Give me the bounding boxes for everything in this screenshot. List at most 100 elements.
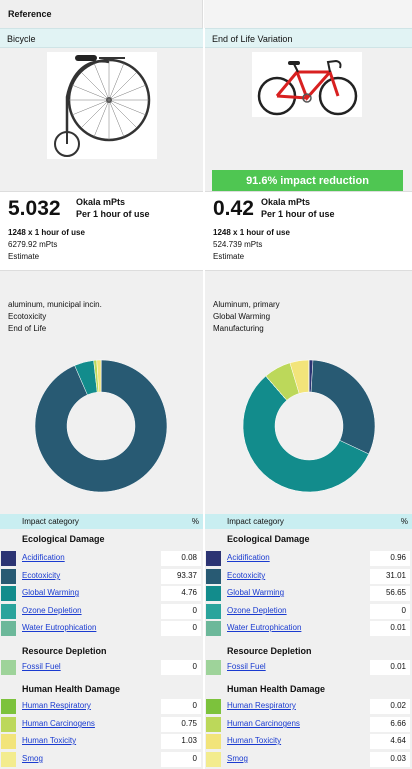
impact-percent: 0.03 xyxy=(390,754,406,763)
impact-category-link[interactable]: Human Toxicity xyxy=(22,736,77,745)
impact-percent: 0 xyxy=(192,606,197,615)
legend-swatch xyxy=(1,717,16,732)
impact-category-link[interactable]: Ozone Depletion xyxy=(22,606,82,615)
quantity-text: 1248 x 1 hour of use xyxy=(8,228,85,237)
value-cell xyxy=(161,734,201,749)
value-cell xyxy=(370,551,410,566)
impact-category-link[interactable]: Global Warming xyxy=(227,588,285,597)
impact-category-link[interactable]: Water Eutrophication xyxy=(22,623,97,632)
variation-image-area: 91.6% impact reduction xyxy=(205,48,412,193)
method-text: Estimate xyxy=(213,252,245,261)
hotspot-phase: Manufacturing xyxy=(213,324,264,333)
impact-percent: 31.01 xyxy=(385,571,406,580)
impact-percent: 56.65 xyxy=(385,588,406,597)
impact-category-link[interactable]: Fossil Fuel xyxy=(227,662,266,671)
reference-bar: Reference xyxy=(0,0,203,28)
impact-category-link[interactable]: Human Respiratory xyxy=(22,701,91,710)
impact-percent: 0 xyxy=(401,606,406,615)
impact-category-link[interactable]: Acidification xyxy=(22,553,65,562)
legend-swatch xyxy=(206,569,221,584)
impact-category-link[interactable]: Water Eutrophication xyxy=(227,623,302,632)
hotspot-material: aluminum, municipal incin. xyxy=(8,300,102,309)
product-image-area xyxy=(0,48,203,191)
table-row: Acidification 0.96 xyxy=(205,550,412,567)
total-text: 524.739 mPts xyxy=(213,240,263,249)
impact-category-link[interactable]: Fossil Fuel xyxy=(22,662,61,671)
value-cell xyxy=(370,660,410,675)
hotspot-material: Aluminum, primary xyxy=(213,300,280,309)
legend-swatch xyxy=(1,586,16,601)
legend-swatch xyxy=(206,604,221,619)
group-heading-human: Human Health Damage xyxy=(227,684,326,694)
legend-swatch xyxy=(1,752,16,767)
variation-hotspot-panel: Aluminum, primary Global Warming Manufac… xyxy=(205,270,412,346)
method-text: Estimate xyxy=(8,252,40,261)
table-row: Acidification 0.08 xyxy=(0,550,203,567)
impact-category-link[interactable]: Acidification xyxy=(227,553,270,562)
table-row: Ecotoxicity 93.37 xyxy=(0,568,203,585)
variation-column: End of Life Variation 91.6% impact reduc… xyxy=(205,0,412,769)
table-header: Impact category % xyxy=(205,514,412,529)
value-cell xyxy=(370,734,410,749)
donut-chart-area xyxy=(0,346,203,514)
table-row: Human Respiratory 0 xyxy=(0,698,203,715)
impact-category-link[interactable]: Global Warming xyxy=(22,588,80,597)
variation-header: End of Life Variation xyxy=(205,28,412,48)
value-cell xyxy=(161,752,201,767)
impact-category-link[interactable]: Human Carcinogens xyxy=(227,719,300,728)
score-basis: Per 1 hour of use xyxy=(76,209,150,219)
impact-category-link[interactable]: Ecotoxicity xyxy=(227,571,266,580)
legend-swatch xyxy=(206,660,221,675)
group-heading-ecological: Ecological Damage xyxy=(22,534,105,544)
table-row: Human Carcinogens 0.75 xyxy=(0,716,203,733)
legend-swatch xyxy=(1,569,16,584)
table-row: Fossil Fuel 0 xyxy=(0,659,203,676)
hotspot-phase: End of Life xyxy=(8,324,47,333)
group-heading-resource: Resource Depletion xyxy=(227,646,312,656)
score-basis: Per 1 hour of use xyxy=(261,209,335,219)
legend-swatch xyxy=(206,717,221,732)
impact-category-link[interactable]: Human Respiratory xyxy=(227,701,296,710)
value-cell xyxy=(370,604,410,619)
impact-category-link[interactable]: Smog xyxy=(22,754,43,763)
value-cell xyxy=(370,699,410,714)
legend-swatch xyxy=(1,551,16,566)
impact-category-link[interactable]: Ecotoxicity xyxy=(22,571,61,580)
table-row: Human Carcinogens 6.66 xyxy=(205,716,412,733)
legend-swatch xyxy=(206,621,221,636)
impact-category-link[interactable]: Human Toxicity xyxy=(227,736,282,745)
value-cell xyxy=(161,717,201,732)
donut-slice-ecotoxicity xyxy=(310,359,376,455)
table-row: Fossil Fuel 0.01 xyxy=(205,659,412,676)
legend-swatch xyxy=(1,699,16,714)
legend-swatch xyxy=(1,660,16,675)
legend-swatch xyxy=(206,551,221,566)
impact-category-link[interactable]: Ozone Depletion xyxy=(227,606,287,615)
table-row: Water Eutrophication 0 xyxy=(0,620,203,637)
hotspot-category: Ecotoxicity xyxy=(8,312,47,321)
table-row: Human Respiratory 0.02 xyxy=(205,698,412,715)
donut-slice-ecotoxicity xyxy=(34,359,168,493)
impact-percent: 0 xyxy=(192,754,197,763)
reference-column: Bicycle 5.032 Okala mPts Per 1 hour of u… xyxy=(0,0,203,769)
impact-percent: 4.64 xyxy=(390,736,406,745)
legend-swatch xyxy=(1,604,16,619)
donut-chart xyxy=(242,359,376,493)
score-unit: Okala mPts xyxy=(76,197,126,207)
reference-label: Reference xyxy=(8,9,52,19)
impact-category-link[interactable]: Smog xyxy=(227,754,248,763)
value-cell xyxy=(370,621,410,636)
table-row: Ecotoxicity 31.01 xyxy=(205,568,412,585)
hotspot-panel: aluminum, municipal incin. Ecotoxicity E… xyxy=(0,270,203,346)
variation-impact-table: Ecological Damage Acidification 0.96 Ecotox… xyxy=(205,529,412,769)
donut-slice-global-warming xyxy=(242,375,370,493)
legend-swatch xyxy=(206,699,221,714)
impact-percent: 93.37 xyxy=(176,571,197,580)
impact-category-link[interactable]: Human Carcinogens xyxy=(22,719,95,728)
table-row: Smog 0.03 xyxy=(205,751,412,768)
impact-table: Ecological Damage Acidification 0.08 Ecotox… xyxy=(0,529,203,769)
legend-swatch xyxy=(206,752,221,767)
impact-percent: 6.66 xyxy=(390,719,406,728)
product-header: Bicycle xyxy=(0,28,203,48)
impact-percent: 0 xyxy=(192,623,197,632)
